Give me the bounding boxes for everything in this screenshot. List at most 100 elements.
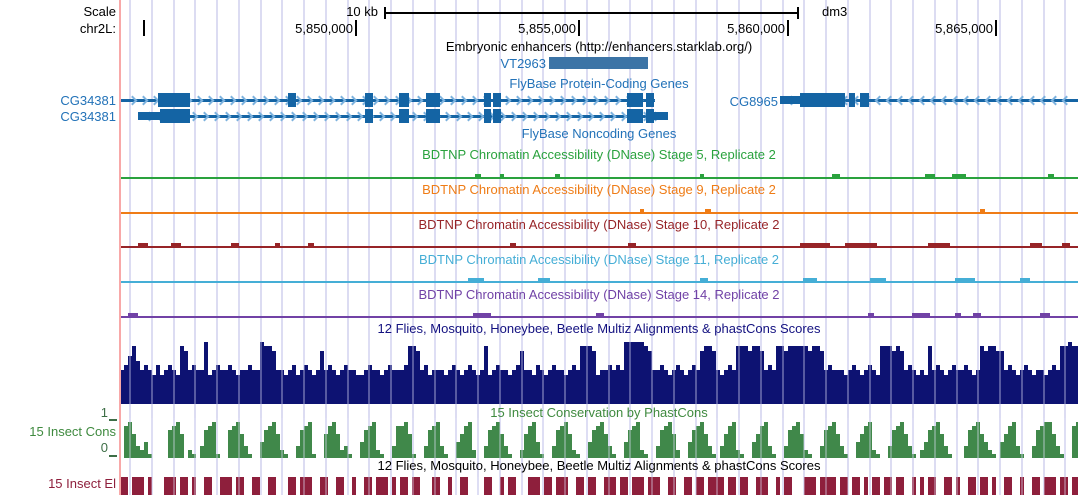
gridline-overlay — [1020, 340, 1023, 404]
phastcons-bar — [236, 422, 240, 458]
phastcons-bar — [720, 446, 724, 458]
insect-element-block — [324, 477, 328, 495]
gene-utr-block[interactable] — [780, 96, 800, 104]
gridline-overlay — [759, 418, 762, 458]
gene-intron-line[interactable] — [121, 99, 655, 102]
gene-exon-block[interactable] — [365, 93, 373, 107]
gene-exon-block[interactable] — [484, 93, 491, 107]
multiz-bar — [1000, 351, 1004, 404]
insect-element-block — [948, 477, 952, 495]
multiz-bar — [972, 374, 976, 404]
bdtnp-signal-baseline[interactable] — [120, 177, 1078, 179]
track-title-phastcons[interactable]: 15 Insect Conservation by PhastCons — [490, 405, 708, 420]
gene-label-cg34381-iso2[interactable]: CG34381 — [60, 109, 116, 124]
gridline-overlay — [716, 477, 719, 495]
multiz-bar — [512, 369, 516, 404]
gene-exon-block[interactable] — [493, 93, 501, 107]
multiz-bar — [432, 369, 436, 404]
gene-exon-block[interactable] — [627, 93, 643, 107]
gene-exon-block[interactable] — [160, 109, 190, 123]
phastcons-bar — [244, 446, 248, 458]
multiz-bar — [716, 369, 720, 404]
enhancer-region-bar[interactable] — [549, 57, 648, 69]
gene-intron-line[interactable] — [780, 99, 1078, 102]
gene-exon-block[interactable] — [484, 109, 491, 123]
gene-exon-block[interactable] — [849, 93, 855, 107]
insect-element-block — [720, 477, 724, 495]
gene-exon-block[interactable] — [800, 93, 845, 107]
enhancer-item-label[interactable]: VT2963 — [500, 56, 546, 71]
gridline-overlay — [607, 340, 610, 404]
track-title-enhancers[interactable]: Embryonic enhancers (http://enhancers.st… — [445, 39, 753, 54]
gridline-overlay — [411, 340, 414, 404]
bdtnp-signal-baseline[interactable] — [120, 281, 1078, 283]
track-title-bdtnp[interactable]: BDTNP Chromatin Accessibility (DNase) St… — [418, 287, 780, 302]
gridline-overlay — [216, 418, 218, 458]
left-label-insect-elements[interactable]: 15 Insect El — [48, 476, 116, 491]
multiz-bar — [392, 369, 396, 404]
multiz-bar — [1048, 369, 1052, 404]
phastcons-bar — [508, 454, 512, 458]
track-title-bdtnp[interactable]: BDTNP Chromatin Accessibility (DNase) St… — [418, 252, 780, 267]
track-title-bdtnp[interactable]: BDTNP Chromatin Accessibility (DNase) St… — [418, 217, 780, 232]
gene-exon-block[interactable] — [158, 93, 190, 107]
multiz-bar — [948, 369, 952, 404]
gene-utr-block[interactable] — [138, 112, 160, 120]
strand-arrow-right-icon — [523, 95, 534, 106]
insect-element-block — [652, 477, 656, 495]
gridline-overlay — [433, 477, 436, 495]
phastcons-bar — [208, 426, 212, 458]
gene-exon-block[interactable] — [365, 109, 373, 123]
track-title-multiz[interactable]: 12 Flies, Mosquito, Honeybee, Beetle Mul… — [377, 321, 821, 336]
bdtnp-signal-peak — [1048, 174, 1054, 177]
gene-exon-block[interactable] — [426, 93, 440, 107]
bdtnp-signal-baseline[interactable] — [120, 246, 1078, 248]
insect-element-block — [1052, 477, 1056, 495]
insect-element-block — [256, 477, 260, 495]
bdtnp-signal-baseline[interactable] — [120, 212, 1078, 214]
insect-element-block — [784, 477, 788, 495]
multiz-bar — [316, 369, 320, 404]
bdtnp-signal-baseline[interactable] — [120, 316, 1078, 318]
gene-exon-block[interactable] — [860, 93, 869, 107]
gene-exon-block[interactable] — [646, 109, 654, 123]
gene-exon-block[interactable] — [493, 109, 501, 123]
track-title-flybase-coding[interactable]: FlyBase Protein-Coding Genes — [509, 76, 689, 91]
multiz-bar — [984, 351, 988, 404]
gridline-overlay — [172, 418, 175, 458]
gene-label-cg34381-iso1[interactable]: CG34381 — [60, 93, 116, 108]
left-label-insect-cons[interactable]: 15 Insect Cons — [29, 424, 116, 439]
gene-exon-block[interactable] — [646, 93, 654, 107]
insect-element-block — [812, 477, 816, 495]
gene-exon-block[interactable] — [426, 109, 440, 123]
gene-label-cg8965[interactable]: CG8965 — [729, 94, 778, 109]
insect-element-block — [932, 477, 936, 495]
gene-exon-block[interactable] — [288, 93, 296, 107]
gene-utr-block[interactable] — [654, 112, 668, 120]
gene-exon-block[interactable] — [399, 109, 409, 123]
multiz-bar — [764, 369, 768, 404]
multiz-bar — [672, 369, 676, 404]
phastcons-bar — [504, 446, 508, 458]
insect-element-block — [672, 477, 676, 495]
gene-exon-block[interactable] — [627, 109, 643, 123]
multiz-bar — [1020, 369, 1024, 404]
multiz-bar — [544, 374, 548, 404]
phastcons-bar — [940, 434, 944, 458]
phastcons-bar — [804, 450, 808, 458]
phastcons-bar — [636, 422, 640, 458]
track-title-multiz-repeat[interactable]: 12 Flies, Mosquito, Honeybee, Beetle Mul… — [377, 458, 821, 473]
phastcons-bar — [344, 446, 348, 458]
gene-exon-block[interactable] — [399, 93, 409, 107]
multiz-bar — [140, 369, 144, 404]
scale-bar-end-tick — [384, 7, 386, 19]
track-title-bdtnp[interactable]: BDTNP Chromatin Accessibility (DNase) St… — [422, 147, 776, 162]
phastcons-bar — [276, 434, 280, 458]
multiz-bar — [228, 365, 232, 404]
track-title-flybase-noncoding[interactable]: FlyBase Noncoding Genes — [521, 126, 677, 141]
multiz-bar — [176, 374, 180, 404]
insect-element-block — [132, 477, 136, 495]
track-title-bdtnp[interactable]: BDTNP Chromatin Accessibility (DNase) St… — [422, 182, 776, 197]
phastcons-bar — [228, 430, 232, 458]
gridline-overlay — [672, 418, 675, 458]
